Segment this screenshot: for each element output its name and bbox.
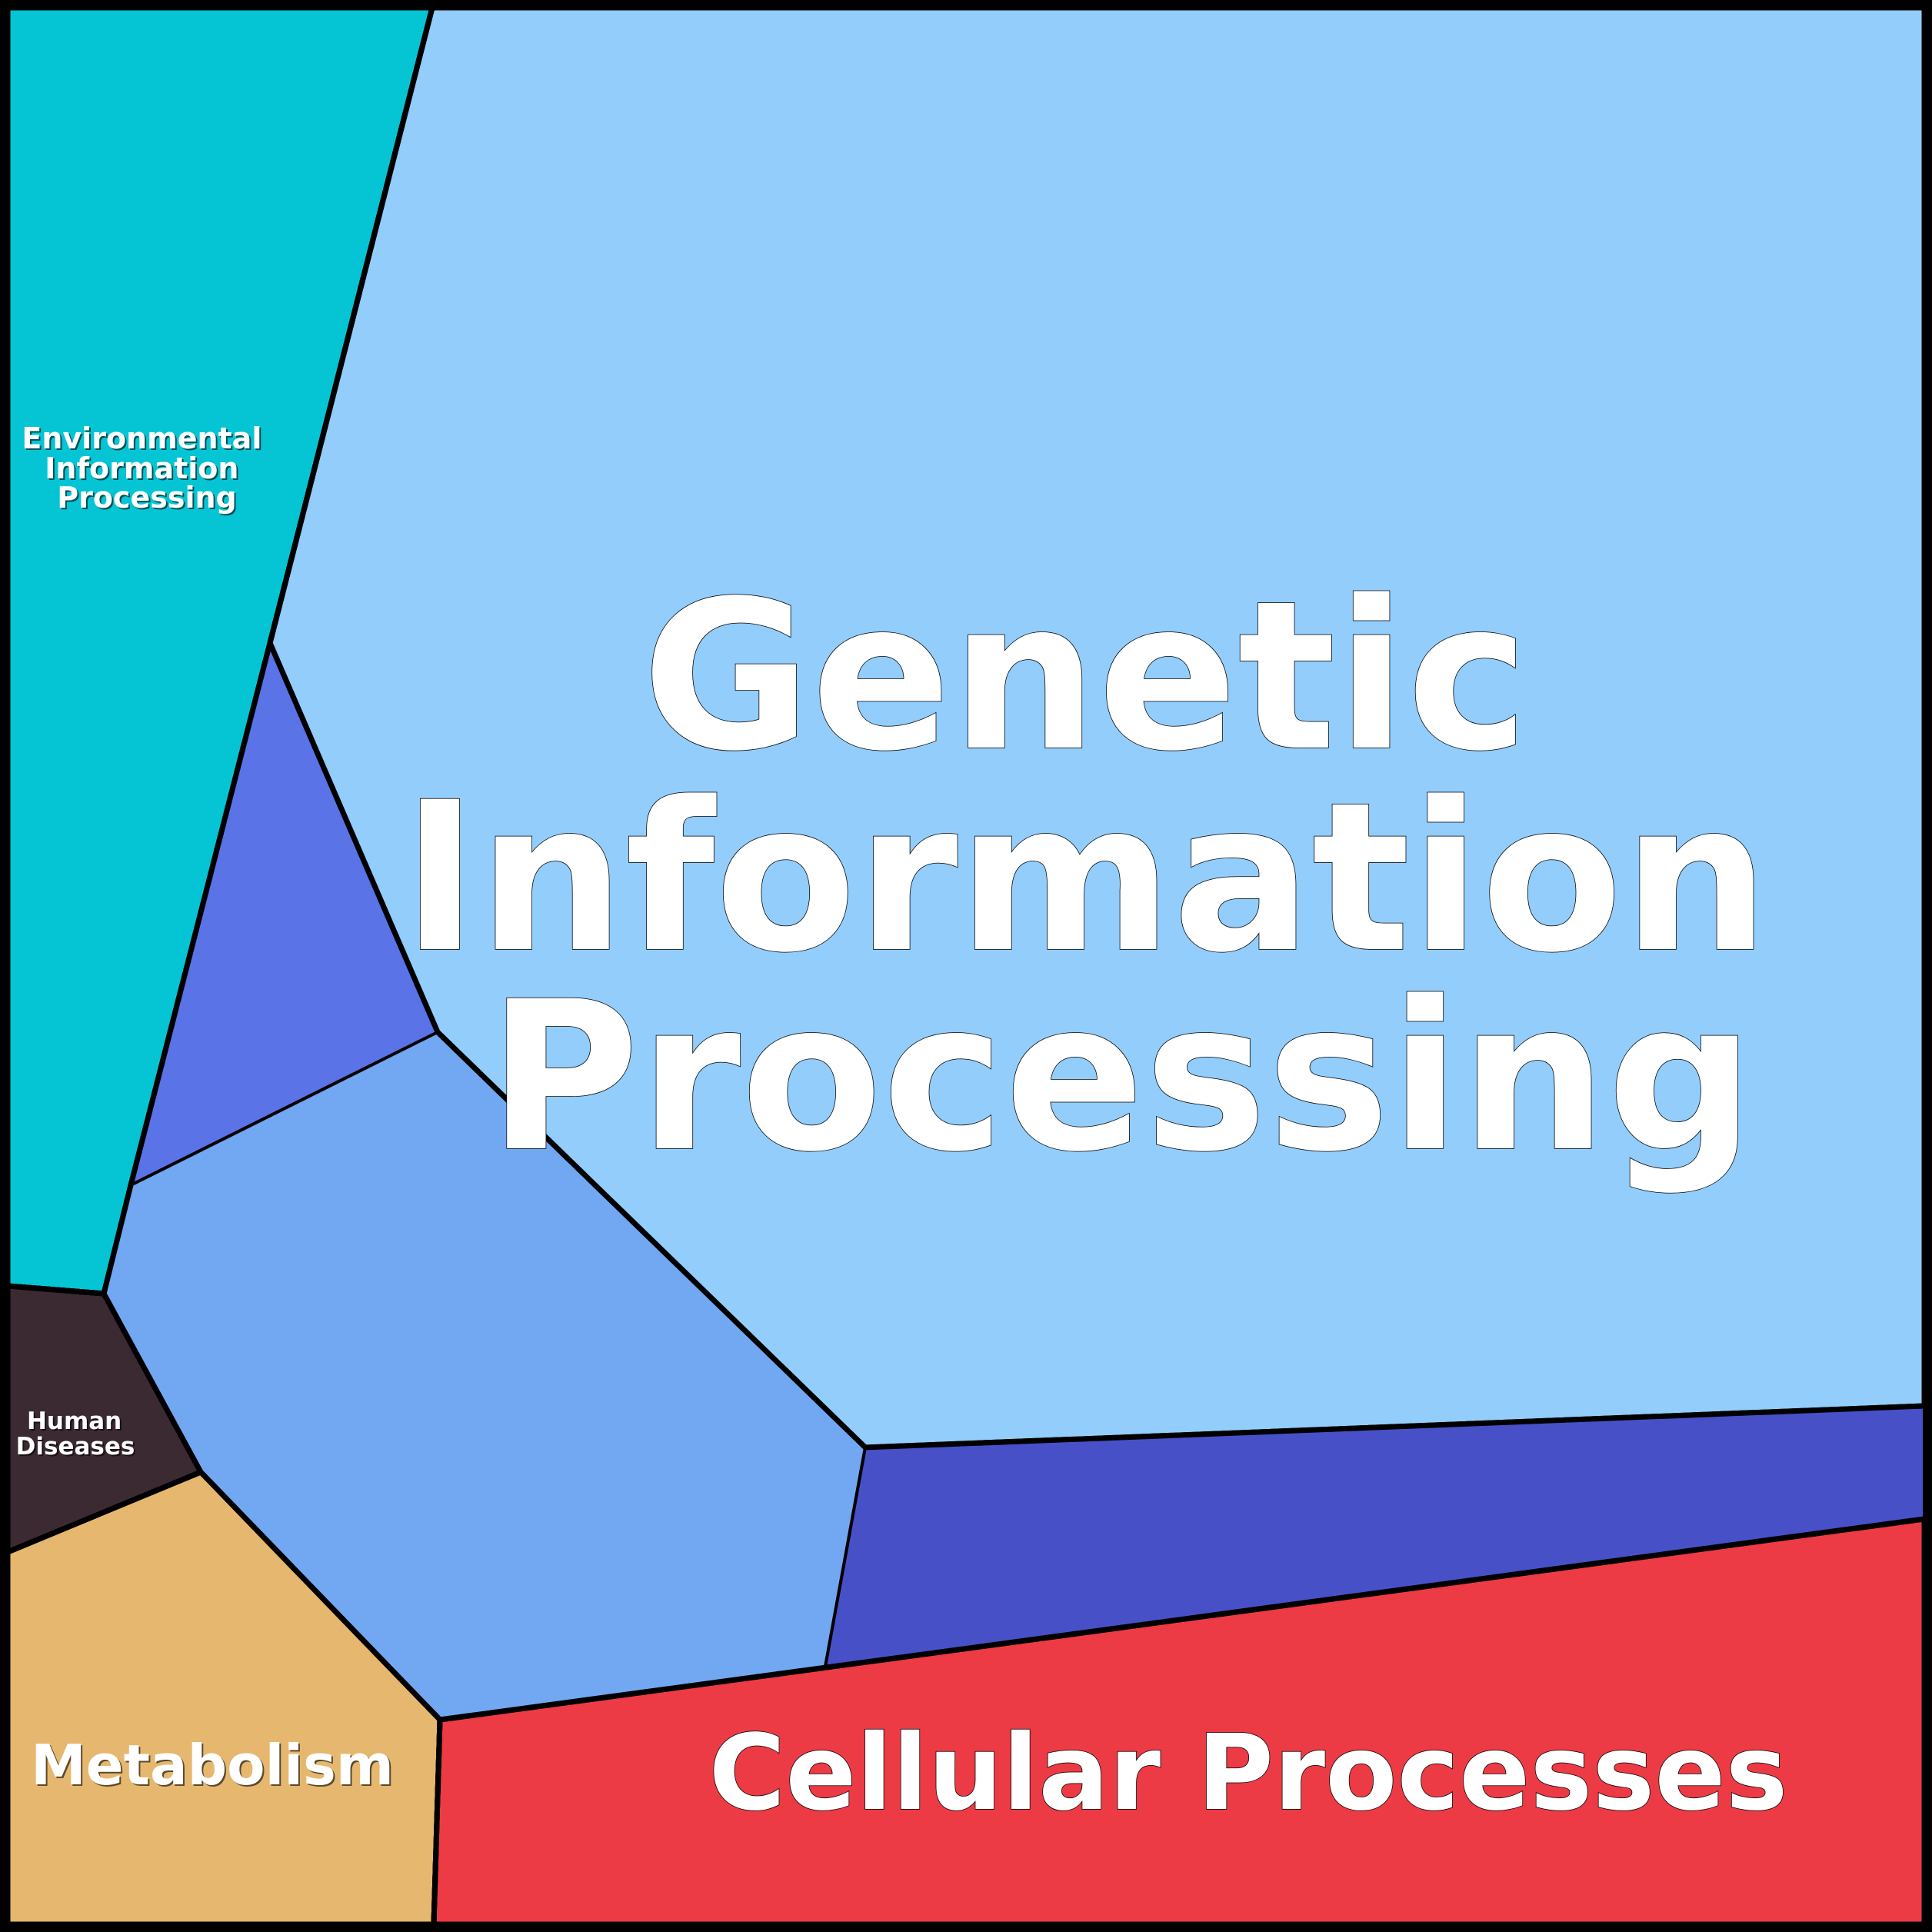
label-env: Environmental Information Processing [22,421,271,515]
cell-border-env [5,5,436,1297]
label-metabolism: Metabolism [31,1733,394,1797]
cell-border-cellular [431,1515,1927,1927]
label-cellular: Cellular Processes [708,1713,1787,1834]
label-genetic: Genetic Information Processing [401,557,1841,1198]
label-human: Human Diseases [16,1407,135,1461]
